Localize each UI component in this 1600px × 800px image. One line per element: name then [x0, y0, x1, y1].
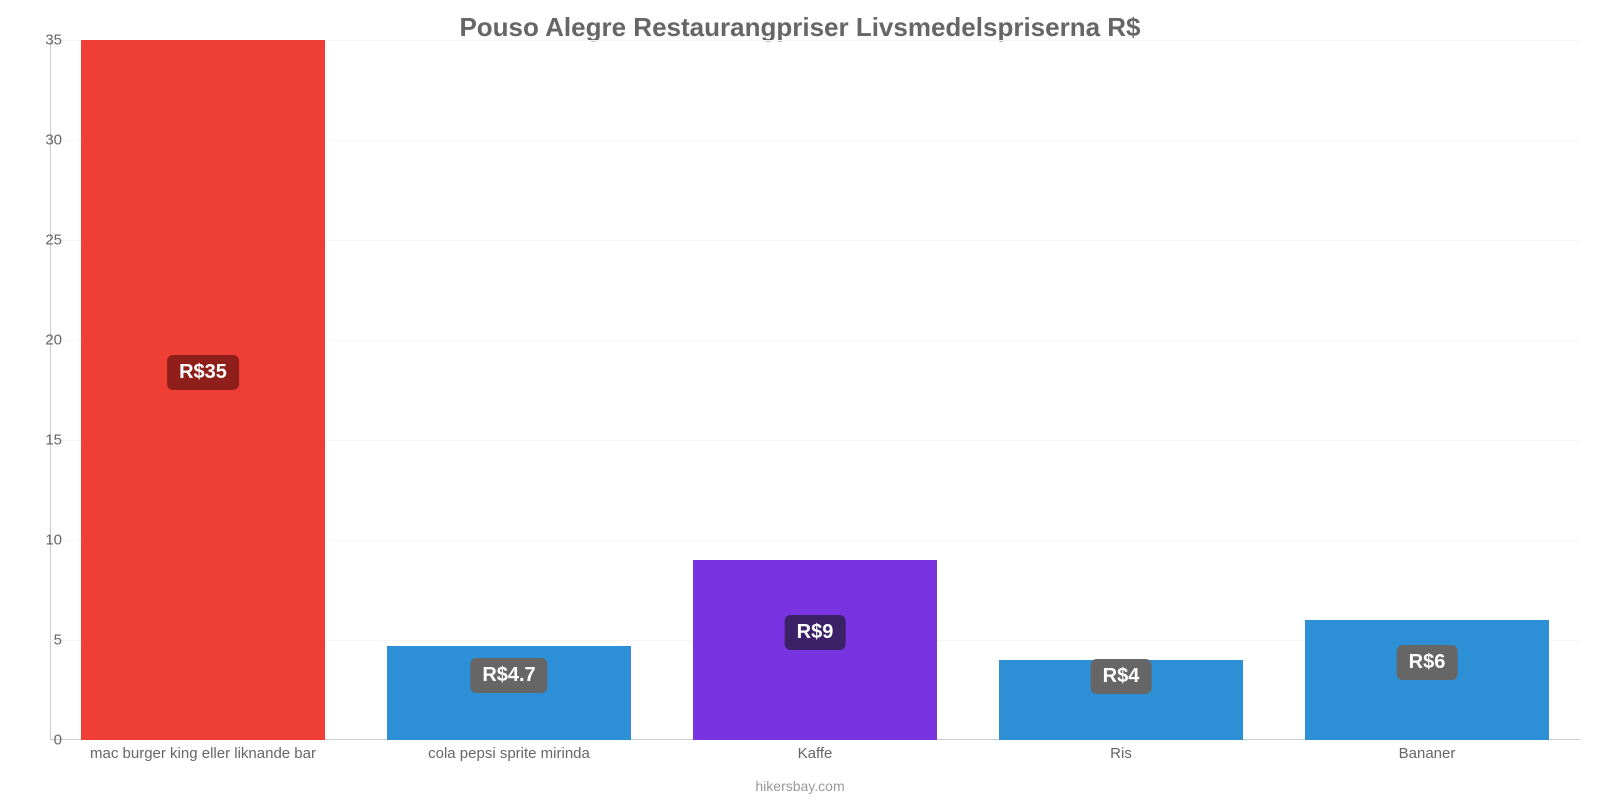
bar-value-badge: R$4.7 — [470, 658, 547, 693]
bar-value-badge: R$6 — [1397, 645, 1458, 680]
attribution-text: hikersbay.com — [0, 778, 1600, 794]
y-tick-label: 35 — [22, 32, 62, 49]
y-tick-label: 30 — [22, 132, 62, 149]
bar — [693, 560, 938, 740]
x-category-label: Bananer — [1399, 745, 1456, 762]
bar — [81, 40, 326, 740]
bar-value-badge: R$9 — [785, 615, 846, 650]
x-category-label: Kaffe — [798, 745, 833, 762]
chart-title: Pouso Alegre Restaurangpriser Livsmedels… — [0, 12, 1600, 43]
y-tick-label: 15 — [22, 432, 62, 449]
x-category-label: mac burger king eller liknande bar — [90, 745, 316, 762]
y-tick-label: 20 — [22, 332, 62, 349]
bar-value-badge: R$35 — [167, 355, 239, 390]
y-tick-label: 25 — [22, 232, 62, 249]
y-tick-label: 10 — [22, 532, 62, 549]
plot-area: R$35 R$4.7 R$9 R$4 R$6 — [50, 40, 1580, 740]
bar — [1305, 620, 1550, 740]
x-category-label: Ris — [1110, 745, 1132, 762]
y-tick-label: 5 — [22, 632, 62, 649]
y-tick-label: 0 — [22, 732, 62, 749]
x-category-label: cola pepsi sprite mirinda — [428, 745, 590, 762]
price-bar-chart: Pouso Alegre Restaurangpriser Livsmedels… — [0, 0, 1600, 800]
bar-value-badge: R$4 — [1091, 659, 1152, 694]
